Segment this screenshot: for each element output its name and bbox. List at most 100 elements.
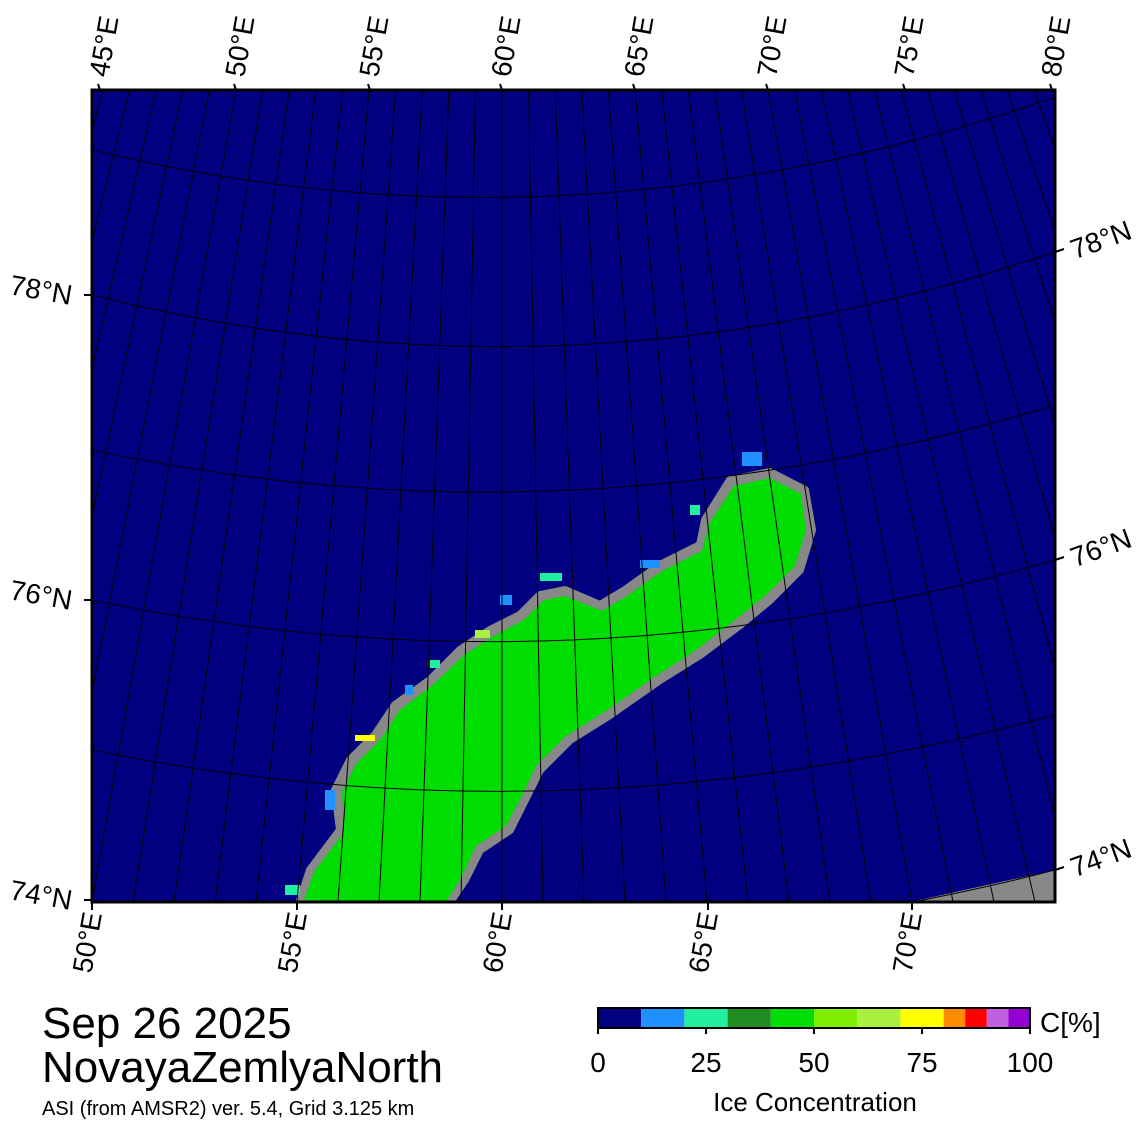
meridian: [92, 90, 157, 371]
meridian: [980, 90, 1055, 325]
parallel: [92, 404, 1055, 493]
tick: [499, 83, 503, 91]
meridian: [173, 90, 290, 902]
top-lon-label: 65°E: [618, 14, 659, 79]
meridian: [92, 90, 184, 520]
meridian: [337, 90, 397, 902]
colorbar-tick-label: 100: [1007, 1047, 1054, 1078]
meridian: [820, 90, 995, 902]
parallel: [92, 96, 1055, 198]
bottom-lon-label: 50°E: [67, 910, 108, 975]
tick: [765, 83, 769, 91]
colorbar-bin: [684, 1008, 728, 1028]
meridian: [714, 90, 831, 902]
tick: [367, 83, 371, 91]
meridian: [740, 90, 872, 902]
tick: [1054, 866, 1065, 871]
meridian: [132, 90, 264, 902]
meridian: [847, 90, 1036, 902]
meridian: [581, 90, 626, 902]
parallel: [92, 251, 1055, 348]
graticule: [0, 90, 1147, 902]
meridian: [687, 90, 790, 902]
colorbar-bin: [900, 1008, 944, 1028]
top-lon-label: 45°E: [83, 14, 124, 79]
right-lat-label: 78°N: [1066, 215, 1135, 266]
meridian: [554, 90, 585, 902]
bottom-lon-label: 55°E: [272, 910, 313, 975]
meridian: [0, 90, 50, 902]
meridian: [873, 90, 1055, 820]
parallel: [92, 559, 1055, 643]
colorbar-bin: [727, 1008, 771, 1028]
meridian: [460, 90, 476, 902]
meridian: [1006, 90, 1055, 233]
tick: [233, 83, 237, 91]
tick: [902, 83, 906, 91]
tick: [1054, 248, 1065, 253]
left-lat-label: 74°N: [8, 874, 75, 915]
region: NovayaZemlyaNorth: [42, 1043, 443, 1092]
map-frame: [90, 88, 1057, 904]
meridian: [607, 90, 667, 902]
tick: [1049, 83, 1053, 91]
colorbar-bin: [1008, 1008, 1030, 1028]
meridian: [0, 90, 23, 902]
meridian: [794, 90, 954, 902]
meridian: [767, 90, 913, 902]
island-ice: [304, 478, 806, 902]
meridian: [92, 90, 210, 695]
meridian: [953, 90, 1055, 427]
date: Sep 26 2025: [42, 999, 292, 1048]
top-lon-label: 50°E: [219, 14, 260, 79]
top-lon-label: 55°E: [353, 14, 394, 79]
colorbar-bin: [986, 1008, 1009, 1028]
colorbar-bin: [857, 1008, 901, 1028]
top-lon-label: 60°E: [485, 14, 526, 79]
meridian: [214, 90, 317, 902]
colorbar-tick-label: 50: [798, 1047, 829, 1078]
meridian: [900, 90, 1055, 671]
meridian: [634, 90, 708, 902]
colorbar-bin: [641, 1008, 685, 1028]
colorbar-bin: [943, 1008, 966, 1028]
colorbar-bin: [814, 1008, 858, 1028]
meridian: [92, 90, 237, 902]
meridian: [1087, 90, 1147, 902]
ocean: [92, 90, 1055, 902]
colorbar-bin: [770, 1008, 814, 1028]
meridian: [927, 90, 1055, 541]
bottom-lon-label: 70°E: [887, 910, 928, 975]
meridian: [296, 90, 370, 902]
bottom-lon-label: 60°E: [477, 910, 518, 975]
tick: [97, 83, 101, 91]
meridian: [419, 90, 450, 902]
meridian: [0, 90, 76, 902]
colorbar-tick-label: 0: [590, 1047, 606, 1078]
top-lon-label: 75°E: [888, 14, 929, 79]
left-lat-label: 76°N: [8, 574, 75, 615]
right-lat-label: 74°N: [1066, 833, 1135, 884]
left-lat-label: 78°N: [8, 269, 75, 310]
meridian: [92, 90, 131, 244]
meridian: [378, 90, 423, 902]
coastal-ice: [285, 452, 762, 895]
meridian: [255, 90, 343, 902]
colorbar-label: Ice Concentration: [713, 1087, 917, 1117]
bottom-lon-label: 65°E: [683, 910, 724, 975]
meridian: [528, 90, 544, 902]
colorbar-unit: C[%]: [1040, 1007, 1101, 1038]
top-lon-label: 70°E: [751, 14, 792, 79]
colorbar-tick-label: 75: [906, 1047, 937, 1078]
meridian: [92, 90, 104, 134]
right-lat-label: 76°N: [1066, 523, 1135, 574]
land: [910, 870, 1055, 902]
tick: [632, 83, 636, 91]
colorbar-tick-label: 25: [690, 1047, 721, 1078]
meridian: [661, 90, 749, 902]
colorbar-bin: [598, 1008, 642, 1028]
tick: [1054, 556, 1065, 561]
source: ASI (from AMSR2) ver. 5.4, Grid 3.125 km: [42, 1098, 414, 1120]
colorbar-bin: [965, 1008, 987, 1028]
